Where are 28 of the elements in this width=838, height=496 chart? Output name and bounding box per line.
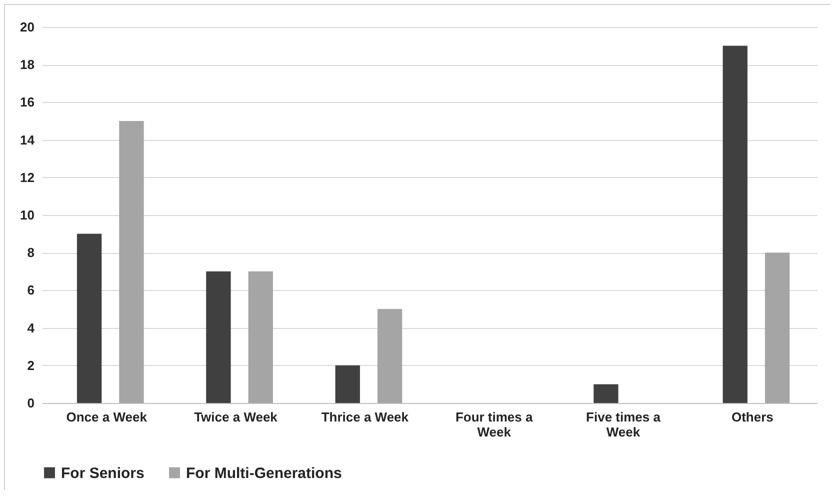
bar [722,46,748,403]
x-tick-label: Thrice a Week [321,410,410,424]
y-tick-label: 20 [20,20,34,34]
bar [335,365,360,403]
bar [377,309,402,403]
legend-label: For Multi-Generations [186,464,342,482]
bar [764,252,790,403]
bar [206,271,231,403]
y-tick-label: 12 [20,170,34,185]
y-tick-label: 14 [20,132,36,148]
y-tick-label: 6 [27,282,34,298]
x-tick-label: Twice a Week [194,410,278,424]
bar [119,121,144,403]
y-tick-label: 4 [27,320,36,336]
bar [248,271,273,403]
bar [76,234,102,403]
x-tick-label: Once a Week [66,410,148,424]
x-tick-label: Five times a Week [586,410,662,440]
y-tick-label: 16 [20,94,34,110]
y-tick-label: 8 [27,245,34,260]
y-tick-label: 0 [27,396,34,410]
bar [594,384,618,403]
y-tick-label: 18 [20,57,34,72]
legend-label: For Seniors [61,464,144,482]
x-tick-label: Four times a Week [455,410,534,440]
y-tick-label: 10 [20,208,34,222]
x-tick-label: Others [731,410,774,424]
y-tick-label: 2 [27,358,34,373]
